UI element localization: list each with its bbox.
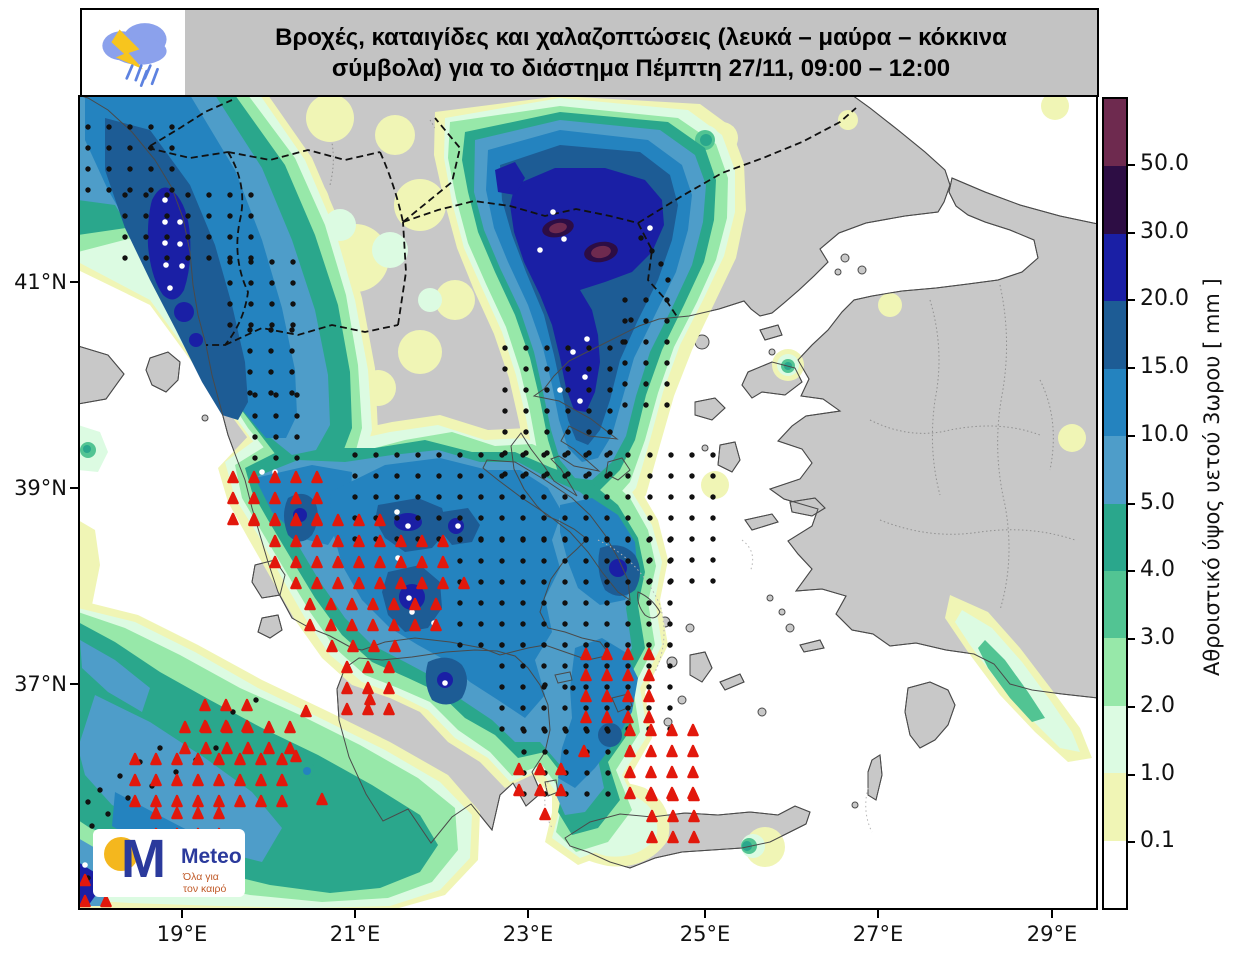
storm-dots-black bbox=[85, 124, 716, 881]
y-tick-label: 41°N bbox=[14, 270, 67, 294]
x-tick bbox=[527, 910, 529, 918]
x-tick-label: 19°E bbox=[156, 922, 208, 946]
colorbar-segment-3 bbox=[1104, 301, 1126, 369]
logo-sun-dot bbox=[104, 837, 138, 871]
storm-icon-box bbox=[82, 10, 185, 95]
colorbar-tick-label: 30.0 bbox=[1140, 218, 1189, 244]
colorbar-tick-label: 10.0 bbox=[1140, 421, 1189, 447]
x-tick bbox=[354, 910, 356, 918]
x-tick-label: 27°E bbox=[852, 922, 904, 946]
colorbar-tick-label: 50.0 bbox=[1140, 150, 1189, 176]
colorbar-tick bbox=[1128, 705, 1135, 708]
colorbar-tick bbox=[1128, 367, 1135, 369]
colorbar-segment-8 bbox=[1104, 638, 1126, 706]
colorbar-segment-1 bbox=[1104, 166, 1126, 234]
logo-m-glyph: M bbox=[121, 829, 166, 889]
colorbar-tick-label: 0.1 bbox=[1140, 828, 1175, 854]
colorbar-segment-6 bbox=[1104, 503, 1126, 571]
colorbar-tick-label: 20.0 bbox=[1140, 286, 1189, 312]
colorbar-tick-label: 2.0 bbox=[1140, 692, 1175, 718]
x-tick bbox=[1051, 910, 1053, 918]
y-tick bbox=[70, 487, 78, 489]
page-title: Βροχές, καταιγίδες και χαλαζοπτώσεις (λε… bbox=[185, 10, 1097, 95]
colorbar-segment-0 bbox=[1104, 99, 1126, 167]
colorbar-tick bbox=[1128, 638, 1135, 640]
logo-brand-text: Meteo bbox=[181, 845, 242, 868]
x-tick-label: 21°E bbox=[329, 922, 381, 946]
x-tick bbox=[704, 910, 706, 918]
weather-map bbox=[78, 95, 1098, 910]
x-tick bbox=[181, 910, 183, 918]
storm-dots-white bbox=[82, 197, 653, 868]
colorbar-tick bbox=[1128, 841, 1135, 844]
logo-tagline-2: τον καιρό bbox=[183, 883, 227, 895]
colorbar-segment-4 bbox=[1104, 368, 1126, 437]
colorbar-tick bbox=[1128, 163, 1135, 166]
colorbar-tick bbox=[1128, 502, 1135, 505]
storm-cloud-lightning-rain-icon bbox=[101, 22, 167, 87]
colorbar-tick-label: 1.0 bbox=[1140, 760, 1175, 786]
y-tick bbox=[70, 281, 78, 283]
colorbar-tick-label: 3.0 bbox=[1140, 625, 1175, 650]
colorbar-tick-label: 4.0 bbox=[1140, 557, 1175, 583]
colorbar-tick bbox=[1128, 570, 1135, 573]
colorbar bbox=[1102, 97, 1128, 910]
logo-tagline-1: Όλα για bbox=[183, 871, 219, 883]
colorbar-tick bbox=[1128, 299, 1135, 302]
colorbar-title: Αθροιστικό ύψος υετού 3ωρου [ mm ] bbox=[1200, 278, 1224, 676]
y-tick-label: 39°N bbox=[14, 476, 67, 500]
colorbar-tick bbox=[1128, 434, 1135, 437]
colorbar-segment-10 bbox=[1104, 773, 1126, 841]
y-tick bbox=[70, 683, 78, 685]
colorbar-segment-11 bbox=[1104, 840, 1126, 909]
colorbar-tick-label: 5.0 bbox=[1140, 489, 1175, 515]
title-line-2: σύμβολα) για το διάστημα Πέμπτη 27/11, 0… bbox=[331, 54, 951, 82]
x-tick bbox=[877, 910, 879, 918]
lightning-bolt bbox=[110, 28, 143, 69]
colorbar-segment-7 bbox=[1104, 570, 1126, 639]
rain-lines bbox=[124, 63, 159, 87]
colorbar-segment-9 bbox=[1104, 705, 1126, 774]
colorbar-segment-2 bbox=[1104, 233, 1126, 302]
x-tick-label: 25°E bbox=[679, 922, 731, 946]
map-layers bbox=[78, 95, 1098, 910]
title-line-1: Βροχές, καταιγίδες και χαλαζοπτώσεις (λε… bbox=[275, 23, 1007, 51]
header-banner: Βροχές, καταιγίδες και χαλαζοπτώσεις (λε… bbox=[80, 8, 1099, 97]
colorbar-tick-label: 15.0 bbox=[1140, 354, 1189, 379]
y-tick-label: 37°N bbox=[14, 672, 67, 696]
colorbar-tick bbox=[1128, 231, 1135, 234]
x-tick-label: 29°E bbox=[1026, 922, 1078, 946]
colorbar-tick bbox=[1128, 773, 1135, 776]
meteo-logo: M Meteo Όλα για τον καιρό bbox=[93, 829, 245, 897]
colorbar-segment-5 bbox=[1104, 436, 1126, 504]
x-tick-label: 23°E bbox=[502, 922, 554, 946]
